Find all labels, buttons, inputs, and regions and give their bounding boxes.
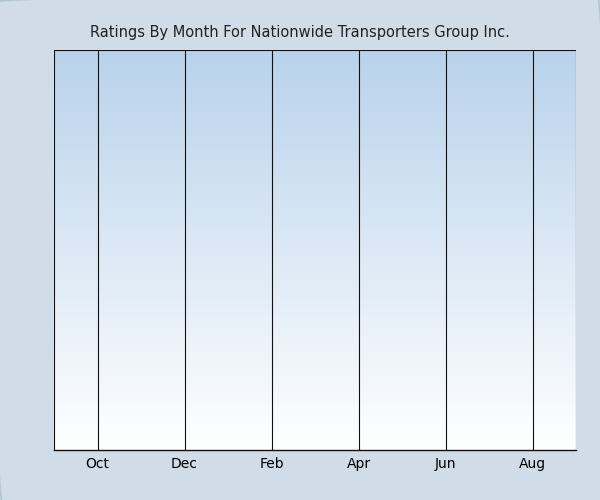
Text: Ratings By Month For Nationwide Transporters Group Inc.: Ratings By Month For Nationwide Transpor… xyxy=(90,25,510,40)
